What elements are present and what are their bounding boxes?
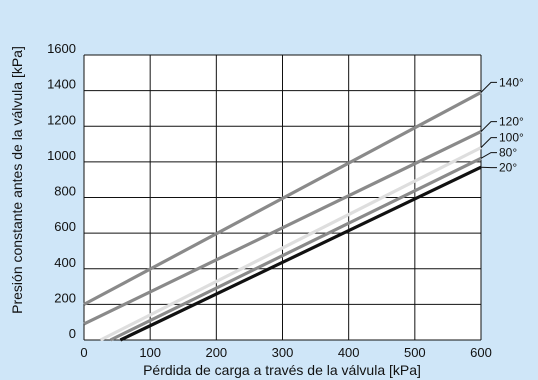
series-label: 20°	[499, 161, 517, 175]
x-tick-label: 300	[272, 345, 294, 360]
series-label: 140°	[499, 75, 524, 89]
y-tick-label: 200	[54, 290, 76, 305]
series-line	[83, 130, 482, 326]
y-tick-label: 1200	[47, 112, 76, 127]
x-tick-label: 100	[139, 345, 161, 360]
series-label: 120°	[499, 115, 524, 129]
y-axis-title: Presión constante antes de la válvula [k…	[9, 46, 25, 314]
y-tick-label: 1400	[47, 77, 76, 92]
x-tick-label: 500	[404, 345, 426, 360]
y-tick-label: 400	[54, 255, 76, 270]
series-line	[83, 90, 482, 306]
x-tick-labels: 0 100 200 300 400 500 600	[80, 345, 491, 360]
series-lines	[83, 90, 482, 342]
series-label-leader	[480, 152, 497, 159]
series-labels: 140° 120° 100°80°20°	[480, 75, 524, 175]
grid	[83, 54, 482, 341]
y-tick-label: 1000	[47, 148, 76, 163]
series-label-leader	[480, 121, 497, 132]
series-line	[109, 156, 482, 342]
y-tick-label: 600	[54, 219, 76, 234]
y-tick-label: 0	[69, 326, 76, 341]
y-tick-label: 1600	[47, 41, 76, 56]
series-line	[99, 146, 482, 342]
y-tick-label: 800	[54, 184, 76, 199]
x-tick-label: 0	[80, 345, 87, 360]
series-label: 80°	[499, 146, 517, 160]
series-label: 100°	[499, 131, 524, 145]
x-tick-label: 200	[205, 345, 227, 360]
series-line	[119, 165, 482, 342]
series-label-leader	[480, 137, 497, 148]
x-axis-title: Pérdida de carga a través de la válvula …	[143, 362, 421, 378]
series-label-leader	[480, 81, 497, 93]
y-tick-labels: 0 200 400 600 800 1000 1200 1400 1600	[47, 41, 76, 341]
x-tick-label: 400	[338, 345, 360, 360]
x-tick-label: 600	[470, 345, 492, 360]
